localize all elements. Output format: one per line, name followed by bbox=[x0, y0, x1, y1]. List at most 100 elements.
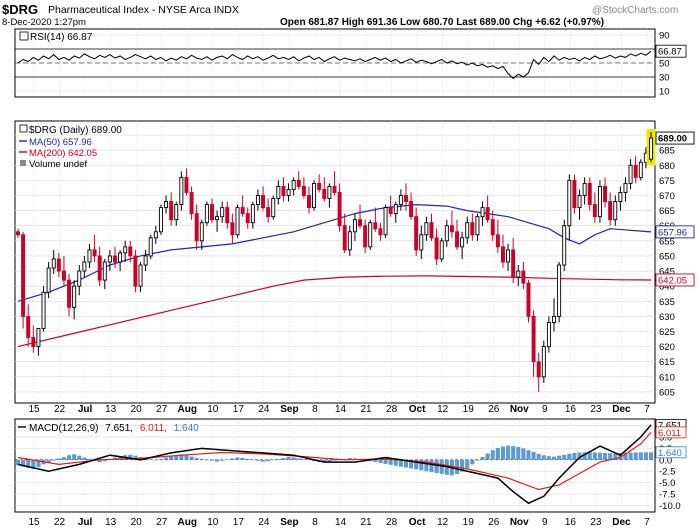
macd-histogram-bar bbox=[31, 459, 36, 469]
macd-histogram-bar bbox=[26, 459, 31, 469]
x-axis-label: 24 bbox=[258, 404, 270, 415]
candle-body bbox=[174, 204, 179, 221]
candle bbox=[506, 243, 511, 272]
macd-histogram-bar bbox=[158, 458, 163, 460]
x-axis-label: Aug bbox=[178, 404, 197, 415]
macd-histogram-bar bbox=[51, 459, 56, 461]
x-axis-label-bottom: 21 bbox=[360, 517, 372, 528]
candle bbox=[358, 204, 363, 229]
candle-body bbox=[424, 222, 429, 236]
candle bbox=[500, 234, 505, 269]
macd-histogram-bar bbox=[169, 456, 174, 460]
candle bbox=[449, 210, 454, 238]
x-axis-label-bottom: 19 bbox=[463, 517, 475, 528]
candle-body bbox=[255, 195, 260, 206]
candle bbox=[398, 189, 403, 211]
candle-body bbox=[485, 207, 490, 221]
x-axis-label: 21 bbox=[360, 404, 372, 415]
candle-body bbox=[128, 246, 133, 257]
candle bbox=[199, 219, 204, 250]
price-tick-label: 630 bbox=[659, 312, 675, 323]
candle bbox=[439, 237, 444, 262]
candle-body bbox=[347, 231, 352, 251]
candle-body bbox=[608, 201, 613, 221]
candle bbox=[531, 310, 536, 377]
price-tick-label: 605 bbox=[659, 387, 675, 398]
candle-body bbox=[419, 234, 424, 251]
candle-body bbox=[97, 255, 102, 281]
macd-histogram-bar bbox=[531, 452, 536, 460]
chart-date: 8-Dec-2020 1:27pm bbox=[2, 17, 86, 28]
candle-body bbox=[107, 255, 112, 263]
macd-histogram-bar bbox=[322, 459, 327, 463]
candle-body bbox=[153, 231, 158, 239]
chart-symbol: $DRG bbox=[2, 2, 38, 17]
candle-body bbox=[113, 255, 117, 263]
macd-histogram-bar bbox=[153, 459, 158, 461]
candle bbox=[409, 192, 414, 220]
macd-histogram-bar bbox=[296, 458, 301, 460]
price-tick-label: 645 bbox=[659, 267, 675, 278]
x-axis-label: 20 bbox=[131, 404, 143, 415]
candle-body bbox=[250, 204, 255, 224]
candle bbox=[82, 255, 87, 278]
ma200-legend-text: MA(200) 642.05 bbox=[29, 148, 97, 159]
x-axis-label: 28 bbox=[386, 404, 398, 415]
macd-histogram-bar bbox=[429, 459, 434, 473]
candle bbox=[414, 207, 419, 256]
candle bbox=[255, 189, 260, 211]
candle-body bbox=[301, 185, 306, 196]
candle bbox=[291, 177, 296, 196]
candle bbox=[158, 204, 163, 235]
candle-body bbox=[261, 195, 266, 209]
candle-body bbox=[143, 255, 148, 266]
candle bbox=[332, 171, 337, 196]
x-axis-label: Oct bbox=[409, 404, 426, 415]
price-tick-label: 650 bbox=[659, 251, 675, 262]
candle bbox=[587, 177, 592, 211]
x-axis-label: Nov bbox=[510, 404, 529, 415]
candle-body bbox=[317, 182, 322, 190]
x-axis-label-bottom: 8 bbox=[312, 517, 318, 528]
x-axis-label: Dec bbox=[612, 404, 631, 415]
candle bbox=[567, 174, 572, 241]
candle bbox=[240, 195, 245, 217]
candle bbox=[230, 213, 235, 244]
x-axis-label-bottom: 17 bbox=[233, 517, 245, 528]
macd-histogram-bar bbox=[215, 459, 220, 462]
candle bbox=[118, 249, 123, 272]
macd-histogram-bar bbox=[546, 456, 551, 460]
candle-body bbox=[194, 213, 199, 242]
price-label: 657.96 bbox=[658, 227, 687, 238]
candle bbox=[552, 298, 556, 332]
macd-histogram-bar bbox=[255, 459, 260, 461]
x-axis-label-bottom: Aug bbox=[178, 517, 197, 528]
x-axis-label: 7 bbox=[644, 404, 650, 415]
x-axis-label-bottom: 22 bbox=[54, 517, 66, 528]
macd-histogram-bar bbox=[72, 454, 77, 460]
macd-histogram-bar bbox=[582, 452, 587, 460]
x-axis-label-bottom: 20 bbox=[131, 517, 143, 528]
macd-histogram-bar bbox=[46, 459, 51, 463]
candle bbox=[388, 195, 393, 217]
macd-histogram-bar bbox=[189, 456, 194, 460]
candle-body bbox=[21, 234, 26, 317]
candle-body bbox=[444, 225, 449, 242]
macd-histogram-bar bbox=[587, 452, 592, 460]
candle bbox=[378, 222, 383, 241]
candle bbox=[276, 180, 281, 205]
candle bbox=[107, 249, 112, 272]
candle bbox=[72, 280, 77, 320]
macd-histogram-bar bbox=[184, 455, 189, 460]
price-label-box bbox=[655, 225, 695, 239]
macd-histogram-bar bbox=[276, 458, 281, 460]
candle bbox=[153, 225, 158, 244]
macd-histogram-bar bbox=[592, 452, 597, 460]
macd-histogram-bar bbox=[526, 450, 531, 460]
macd-histogram-bar bbox=[286, 457, 291, 460]
macd-histogram-bar bbox=[118, 456, 123, 460]
macd-histogram-bar bbox=[480, 457, 485, 460]
candle-body bbox=[587, 182, 592, 206]
price-legend: $DRG (Daily) 689.00 MA(50) 657.96 MA(200… bbox=[19, 124, 122, 170]
candle bbox=[306, 186, 311, 214]
